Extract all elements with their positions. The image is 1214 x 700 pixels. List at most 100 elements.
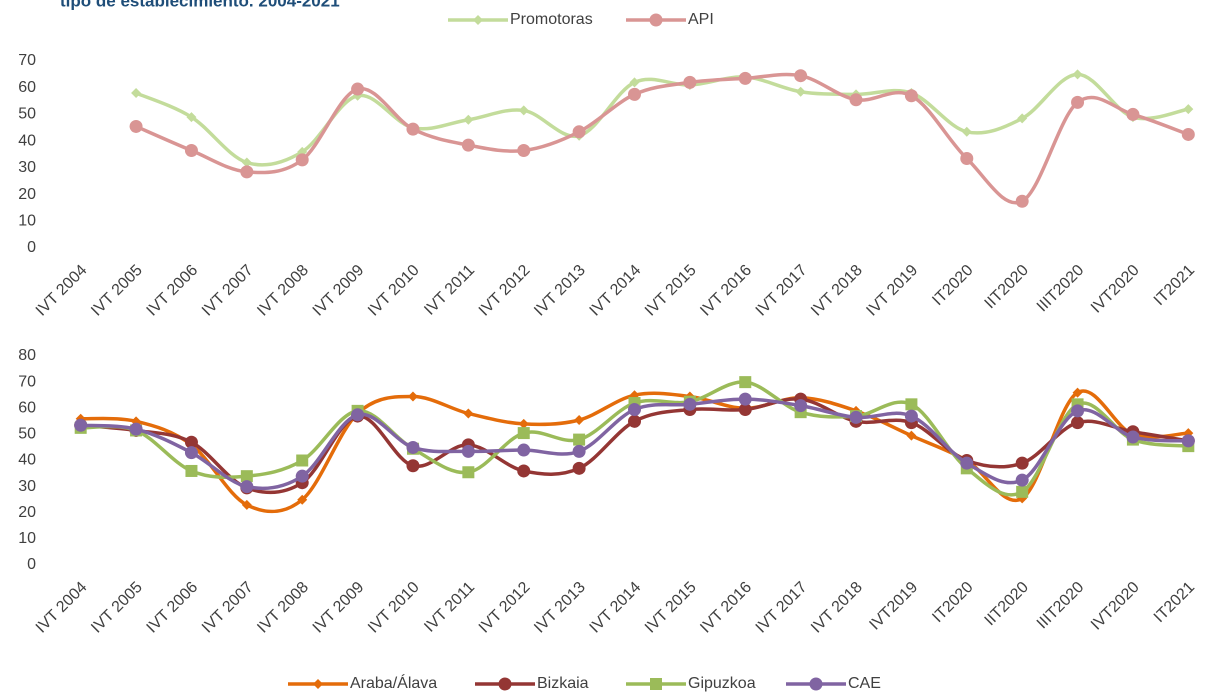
marker	[650, 678, 662, 690]
x-tick-label: IT2020	[929, 262, 976, 309]
marker	[961, 126, 972, 137]
y-tick-label: 70	[18, 373, 36, 390]
marker	[1071, 404, 1085, 418]
marker	[518, 418, 529, 429]
marker	[407, 391, 418, 402]
x-tick-label: IVT 2014	[587, 262, 645, 320]
x-tick-label: IVT 2004	[33, 579, 91, 637]
legend-label: API	[688, 11, 714, 28]
x-tick-label: IVT 2017	[753, 262, 811, 320]
x-tick-label: IVT 2007	[199, 262, 257, 320]
marker	[74, 418, 88, 432]
y-tick-label: 70	[18, 52, 36, 69]
marker	[628, 87, 641, 101]
x-tick-label: IVT 2008	[254, 262, 312, 320]
x-tick-label: IVT 2006	[144, 262, 202, 320]
marker	[960, 456, 974, 470]
legend-label: Promotoras	[510, 11, 593, 28]
x-tick-label: IIIT2020	[1034, 262, 1088, 316]
marker	[461, 444, 475, 458]
y-tick-label: 40	[18, 452, 36, 469]
marker	[351, 408, 365, 422]
marker	[517, 143, 531, 157]
y-tick-label: 30	[18, 478, 36, 495]
x-tick-label: IVT 2009	[310, 262, 368, 320]
marker	[739, 376, 752, 389]
marker	[129, 422, 143, 436]
x-tick-label: IVT 2017	[753, 579, 811, 637]
x-tick-label: IVT 2014	[587, 579, 645, 637]
x-tick-label: IVT2020	[1088, 262, 1143, 317]
marker	[129, 119, 143, 133]
x-tick-label: IVT 2007	[199, 579, 257, 637]
marker	[406, 440, 420, 454]
x-tick-label: IT2021	[1151, 262, 1198, 309]
marker	[904, 89, 918, 103]
marker	[795, 86, 806, 97]
legend-label: Araba/Álava	[350, 673, 437, 692]
x-tick-label: IIIT2020	[1034, 579, 1088, 633]
x-tick-label: IVT 2015	[642, 262, 700, 320]
x-tick-label: IVT 2012	[476, 262, 534, 320]
marker	[1017, 113, 1028, 124]
marker	[629, 77, 640, 88]
marker	[296, 454, 309, 467]
x-tick-label: IVT 2012	[476, 579, 534, 637]
marker	[463, 114, 474, 125]
marker	[1071, 416, 1085, 430]
x-tick-label: IVT 2018	[808, 579, 866, 637]
x-tick-label: IVT 2015	[642, 579, 700, 637]
y-tick-label: 80	[18, 347, 36, 364]
marker	[904, 409, 918, 423]
marker	[572, 125, 586, 139]
x-tick-label: IIT2020	[982, 262, 1032, 312]
marker	[313, 679, 323, 689]
marker	[240, 165, 254, 179]
marker	[240, 470, 253, 483]
x-tick-label: IVT2020	[1088, 579, 1143, 634]
y-tick-label: 50	[18, 106, 36, 123]
marker	[628, 403, 641, 417]
x-tick-label: IVT 2011	[421, 262, 478, 319]
x-tick-label: IVT 2013	[531, 579, 589, 637]
marker	[406, 459, 420, 473]
marker	[241, 499, 252, 510]
marker	[906, 430, 917, 441]
legend-label: CAE	[848, 675, 881, 692]
marker	[1181, 127, 1195, 141]
marker	[573, 433, 586, 446]
x-tick-label: IVT 2019	[863, 262, 921, 320]
marker	[184, 143, 198, 157]
marker	[473, 15, 483, 25]
x-tick-label: IVT 2011	[421, 579, 478, 636]
marker	[960, 152, 974, 166]
marker	[794, 399, 808, 413]
y-tick-label: 40	[18, 132, 36, 149]
marker	[240, 480, 254, 494]
marker	[683, 397, 697, 411]
marker	[351, 82, 365, 96]
marker	[738, 392, 752, 406]
marker	[131, 88, 142, 99]
x-tick-label: IVT 2010	[365, 262, 423, 320]
marker	[295, 153, 309, 167]
marker	[738, 403, 752, 417]
marker	[463, 408, 474, 419]
y-tick-label: 20	[18, 186, 36, 203]
marker	[905, 398, 918, 411]
marker	[1016, 485, 1029, 498]
marker	[1072, 387, 1083, 398]
marker	[517, 427, 530, 440]
marker	[295, 469, 309, 483]
marker	[1015, 473, 1029, 487]
x-tick-label: IIT2020	[982, 579, 1032, 629]
x-tick-label: IVT 2018	[808, 262, 866, 320]
marker	[1126, 430, 1140, 444]
marker	[462, 466, 475, 479]
x-tick-label: IT2021	[1151, 579, 1198, 626]
y-tick-label: 60	[18, 79, 36, 96]
y-tick-label: 30	[18, 159, 36, 176]
x-tick-label: IVT2019	[866, 579, 921, 634]
y-tick-label: 20	[18, 504, 36, 521]
x-tick-label: IVT 2008	[254, 579, 312, 637]
